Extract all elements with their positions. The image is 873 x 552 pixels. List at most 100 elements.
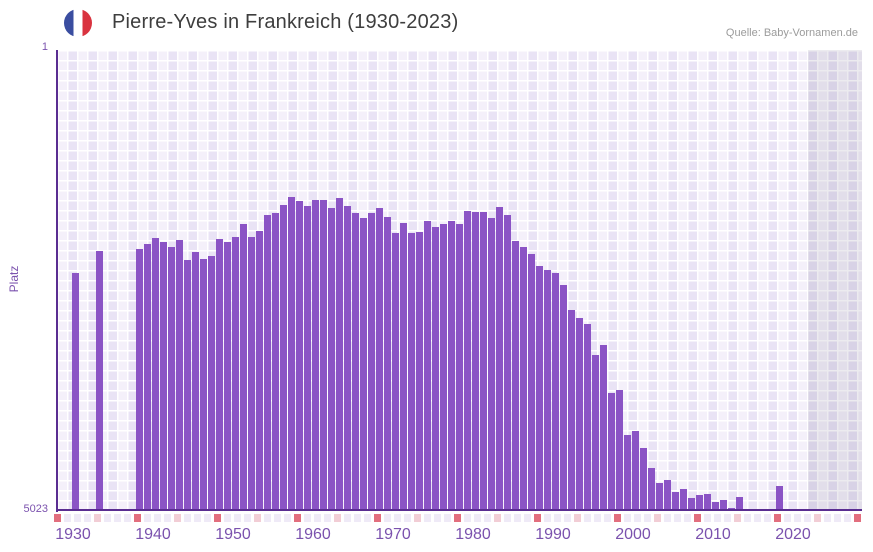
x-axis-tick-label: 1990 — [535, 526, 571, 543]
bar-1955[interactable] — [272, 213, 280, 511]
bar-1952[interactable] — [248, 237, 256, 511]
x-axis-tick-label: 1930 — [55, 526, 91, 543]
bar-1953[interactable] — [256, 230, 264, 511]
bar-1957[interactable] — [288, 196, 296, 511]
bar-1991[interactable] — [560, 284, 568, 511]
bar-1939[interactable] — [144, 244, 152, 511]
x-tick-mark-minor — [94, 514, 101, 522]
x-axis-tick-label: 1950 — [215, 526, 251, 543]
bar-1983[interactable] — [496, 206, 504, 511]
bar-2013[interactable] — [736, 497, 744, 511]
bar-1970[interactable] — [392, 232, 400, 511]
x-tick-mark-major — [54, 514, 61, 522]
bar-2011[interactable] — [720, 499, 728, 511]
bar-1982[interactable] — [488, 218, 496, 511]
bar-1974[interactable] — [424, 221, 432, 511]
x-tick-mark-minor — [814, 514, 821, 522]
bar-1997[interactable] — [608, 393, 616, 511]
x-tick-mark-major — [614, 514, 621, 522]
bar-1999[interactable] — [624, 435, 632, 511]
chart-title: Pierre-Yves in Frankreich (1930-2023) — [112, 11, 459, 33]
x-tick-mark-major — [134, 514, 141, 522]
x-tick-mark-minor — [414, 514, 421, 522]
bar-1989[interactable] — [544, 269, 552, 511]
bar-1990[interactable] — [552, 272, 560, 511]
bar-1967[interactable] — [368, 213, 376, 511]
bar-1998[interactable] — [616, 389, 624, 511]
bar-1978[interactable] — [456, 223, 464, 511]
bar-2010[interactable] — [712, 501, 720, 511]
bar-1948[interactable] — [216, 239, 224, 511]
bar-1979[interactable] — [464, 210, 472, 511]
bar-1960[interactable] — [312, 199, 320, 511]
bar-1951[interactable] — [240, 224, 248, 511]
bar-2018[interactable] — [776, 485, 784, 511]
source-credit: Quelle: Baby-Vornamen.de — [725, 27, 858, 39]
bar-1963[interactable] — [336, 198, 344, 511]
bar-1992[interactable] — [568, 309, 576, 511]
y-axis-tick-top: 1 — [41, 41, 48, 53]
bar-1958[interactable] — [296, 201, 304, 511]
bar-2001[interactable] — [640, 447, 648, 511]
x-tick-mark-minor — [254, 514, 261, 522]
bar-1949[interactable] — [224, 241, 232, 511]
bar-1981[interactable] — [480, 211, 488, 511]
bar-2007[interactable] — [688, 498, 696, 511]
bar-1950[interactable] — [232, 237, 240, 511]
bar-1973[interactable] — [416, 231, 424, 511]
bar-1946[interactable] — [200, 259, 208, 511]
bar-1966[interactable] — [360, 218, 368, 511]
bar-1945[interactable] — [192, 252, 200, 511]
bar-1968[interactable] — [376, 208, 384, 511]
bar-1965[interactable] — [352, 213, 360, 511]
bar-1954[interactable] — [264, 214, 272, 511]
bar-1933[interactable] — [96, 250, 104, 511]
bar-1944[interactable] — [184, 260, 192, 511]
bar-1940[interactable] — [152, 237, 160, 511]
bar-1987[interactable] — [528, 253, 536, 511]
y-axis-label: Platz — [7, 265, 21, 293]
bar-1994[interactable] — [584, 324, 592, 511]
bar-1975[interactable] — [432, 226, 440, 511]
x-tick-mark-major — [294, 514, 301, 522]
bar-2002[interactable] — [648, 468, 656, 511]
y-axis-tick-bottom: 5023 — [23, 503, 48, 515]
bar-1969[interactable] — [384, 216, 392, 511]
x-axis-tick-label: 1960 — [295, 526, 331, 543]
bar-1959[interactable] — [304, 205, 312, 511]
x-axis-line — [57, 509, 862, 511]
bar-1956[interactable] — [280, 204, 288, 511]
bar-1984[interactable] — [504, 214, 512, 511]
bar-1993[interactable] — [576, 317, 584, 511]
bar-1986[interactable] — [520, 246, 528, 511]
bar-1972[interactable] — [408, 232, 416, 511]
bar-2006[interactable] — [680, 488, 688, 511]
bar-1985[interactable] — [512, 241, 520, 511]
bar-1930[interactable] — [72, 272, 80, 511]
bar-1962[interactable] — [328, 207, 336, 511]
bar-1976[interactable] — [440, 223, 448, 511]
bar-1980[interactable] — [472, 212, 480, 511]
bar-2004[interactable] — [664, 479, 672, 511]
bar-1942[interactable] — [168, 246, 176, 511]
bar-1977[interactable] — [448, 221, 456, 511]
bar-2003[interactable] — [656, 483, 664, 511]
france-flag-icon — [64, 9, 92, 37]
bar-2005[interactable] — [672, 491, 680, 511]
bar-1941[interactable] — [160, 241, 168, 511]
bar-2009[interactable] — [704, 493, 712, 511]
bar-1964[interactable] — [344, 205, 352, 511]
bar-1988[interactable] — [536, 265, 544, 511]
bar-1938[interactable] — [136, 249, 144, 511]
bar-1947[interactable] — [208, 255, 216, 511]
bar-1971[interactable] — [400, 223, 408, 511]
x-tick-mark-major — [534, 514, 541, 522]
bar-1943[interactable] — [176, 240, 184, 511]
bar-1961[interactable] — [320, 199, 328, 511]
bar-1996[interactable] — [600, 345, 608, 511]
bar-2000[interactable] — [632, 431, 640, 511]
bar-1995[interactable] — [592, 355, 600, 511]
x-tick-mark-minor — [654, 514, 661, 522]
bar-2008[interactable] — [696, 495, 704, 511]
x-tick-mark-minor — [174, 514, 181, 522]
